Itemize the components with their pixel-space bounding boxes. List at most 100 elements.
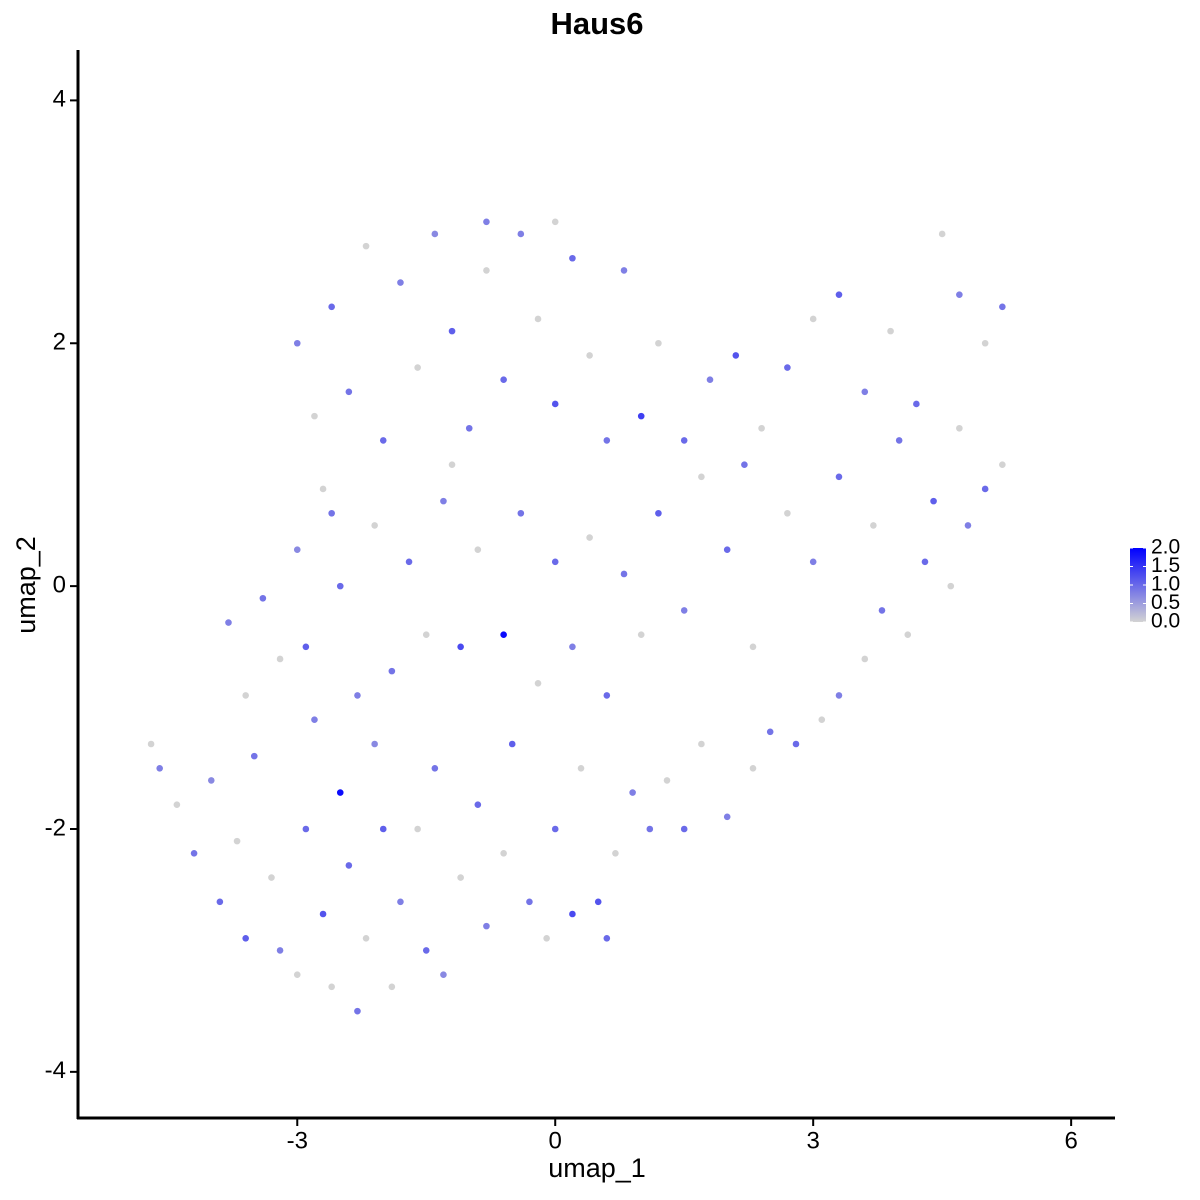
point [293, 971, 301, 979]
colorbar-label: 0.0 [1151, 610, 1180, 633]
points [147, 218, 1006, 1015]
point [680, 437, 688, 444]
point [637, 412, 645, 420]
point [362, 934, 370, 942]
point [225, 619, 232, 626]
point [293, 339, 301, 347]
point [259, 594, 267, 602]
point [190, 849, 198, 857]
point [895, 437, 903, 444]
point [405, 558, 413, 566]
point [388, 667, 396, 675]
point [784, 364, 791, 371]
colorbar-label: 2.0 [1151, 536, 1180, 559]
point [448, 461, 456, 468]
point [534, 679, 542, 687]
colorbar [1130, 548, 1146, 622]
chart-title: Haus6 [550, 6, 643, 41]
y-tick-label: 2 [53, 329, 66, 356]
point [741, 461, 748, 468]
point [646, 825, 654, 833]
point [543, 934, 550, 942]
point [345, 388, 353, 396]
point [371, 740, 378, 748]
point [328, 509, 335, 517]
y-tick-label: -2 [45, 814, 66, 841]
point [336, 582, 344, 590]
point [500, 849, 507, 857]
point [508, 740, 516, 748]
point [569, 643, 576, 651]
point [379, 825, 387, 833]
point [809, 315, 817, 323]
colorbar-label: 1.0 [1151, 573, 1180, 596]
point [680, 825, 688, 833]
point [397, 898, 404, 906]
point [431, 764, 439, 772]
point [569, 910, 576, 918]
point [551, 218, 559, 226]
point [577, 764, 585, 772]
point [655, 339, 662, 347]
point [861, 388, 869, 396]
point [938, 230, 946, 238]
point [500, 631, 507, 638]
point [268, 874, 275, 881]
point [457, 874, 464, 881]
point [379, 437, 387, 444]
colorbar-label: 0.5 [1151, 591, 1180, 614]
point [603, 692, 611, 699]
point [956, 424, 963, 432]
y-axis-title: umap_2 [11, 536, 41, 634]
point [551, 825, 559, 833]
point [345, 862, 353, 869]
point [534, 315, 542, 323]
point [156, 764, 163, 772]
point [354, 692, 361, 699]
point [250, 752, 258, 760]
x-tick-label: 3 [807, 1127, 820, 1154]
point [680, 607, 688, 614]
y-tick-label: 0 [53, 571, 66, 598]
point [311, 412, 318, 420]
point [242, 934, 249, 942]
point [276, 655, 284, 663]
point [328, 983, 335, 991]
point [878, 607, 886, 614]
point [749, 764, 757, 772]
point [440, 497, 447, 505]
point [474, 801, 482, 809]
point [835, 291, 843, 298]
point [474, 546, 482, 553]
point [173, 801, 181, 809]
point [207, 777, 215, 784]
point [526, 898, 533, 906]
point [921, 558, 929, 566]
point [999, 461, 1006, 468]
point [818, 716, 826, 724]
point [904, 631, 912, 638]
point [500, 376, 507, 383]
point [964, 522, 972, 529]
point [723, 813, 731, 821]
point [388, 983, 396, 991]
point [457, 643, 464, 651]
point [483, 267, 490, 274]
x-tick-label: 0 [549, 1127, 562, 1154]
point [620, 267, 628, 274]
point [594, 898, 602, 906]
point [870, 522, 877, 529]
point [397, 279, 404, 286]
x-tick-label: -3 [287, 1127, 308, 1154]
point [448, 327, 456, 335]
point [362, 242, 370, 250]
point [569, 254, 576, 262]
point [465, 424, 473, 432]
point [749, 643, 757, 651]
point [302, 825, 310, 833]
point [586, 352, 593, 359]
point [706, 376, 714, 383]
x-tick-label: 6 [1064, 1127, 1077, 1154]
point [999, 303, 1006, 311]
